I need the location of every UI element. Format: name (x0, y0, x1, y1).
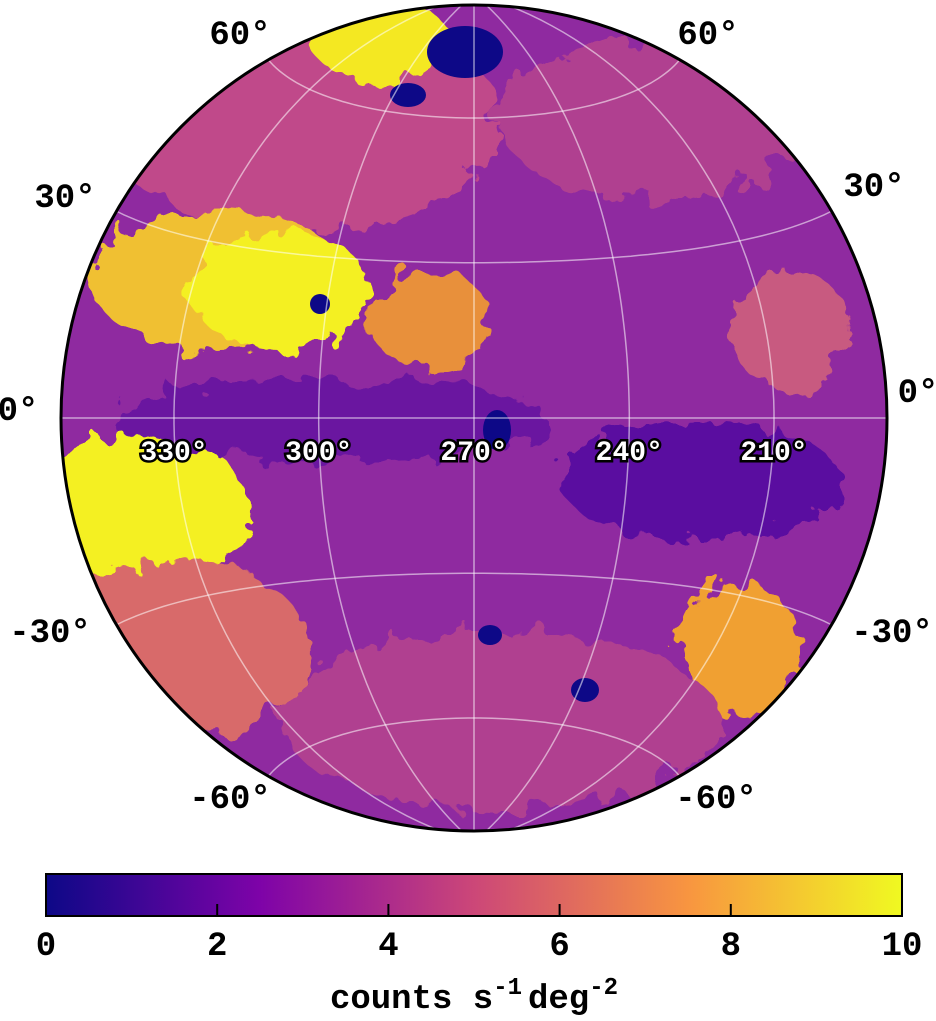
grid-line (61, 572, 887, 700)
colorbar-tick-label: 4 (378, 928, 398, 966)
latitude-label: -30° (851, 615, 933, 653)
colorbar-tick-label: 0 (36, 928, 56, 966)
label-part: counts s (330, 981, 493, 1019)
latitude-label: -60° (189, 781, 271, 819)
label-sup: -2 (589, 975, 618, 1002)
longitude-label: 330° (140, 438, 207, 469)
longitude-label: 240° (596, 438, 663, 469)
graticule (61, 5, 887, 831)
colorbar-tick-label: 6 (549, 928, 569, 966)
colorbar-label: counts s-1 deg-2 (330, 975, 618, 1019)
longitude-label: 270° (440, 438, 507, 469)
latitude-label: 60° (677, 17, 738, 55)
colorbar-tick-label: 2 (207, 928, 227, 966)
colorbar-tick-label: 10 (882, 928, 923, 966)
longitude-label: 210° (740, 438, 807, 469)
colorbar (45, 873, 903, 917)
label-part: deg (528, 981, 589, 1019)
grid-line (253, 5, 695, 119)
latitude-label: 30° (843, 169, 904, 207)
latitude-label: 60° (209, 17, 270, 55)
grid-line (61, 136, 887, 264)
label-sup: -1 (493, 975, 522, 1002)
latitude-label: 30° (34, 180, 95, 218)
grid-line (253, 717, 695, 831)
map-border (59, 3, 889, 833)
latitude-label: -60° (675, 781, 757, 819)
latitude-label: 0° (0, 393, 38, 431)
latitude-label: 0° (898, 375, 936, 413)
longitude-label: 300° (285, 438, 352, 469)
colorbar-tick-label: 8 (721, 928, 741, 966)
latitude-label: -30° (9, 615, 91, 653)
sky-map (61, 5, 887, 831)
